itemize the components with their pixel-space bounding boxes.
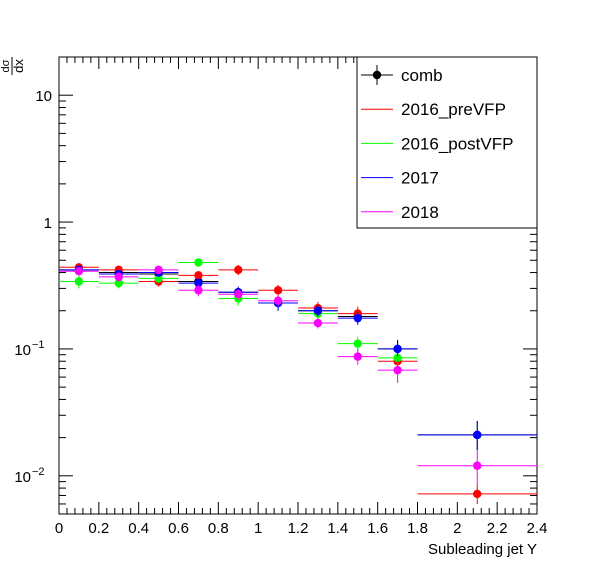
x-tick-label: 1 xyxy=(254,520,262,537)
y-axis-title-denominator: dx xyxy=(11,59,26,73)
y-tick-label: 10 xyxy=(35,88,52,105)
legend-label: comb xyxy=(401,66,443,85)
x-tick-label: 1.4 xyxy=(327,520,348,537)
series-2018 xyxy=(59,265,537,485)
data-point xyxy=(194,258,203,267)
data-point xyxy=(393,353,402,363)
data-point xyxy=(74,266,84,276)
y-tick-label: 1 xyxy=(44,215,52,232)
legend-entry: 2018 xyxy=(361,203,439,222)
x-tick-label: 1.8 xyxy=(407,520,428,537)
data-point xyxy=(313,318,323,328)
x-axis-title: Subleading jet Y xyxy=(428,541,537,558)
legend-label: 2018 xyxy=(401,203,439,222)
data-point xyxy=(273,286,283,295)
legend-entry: 2016_postVFP xyxy=(361,134,513,153)
series-layer xyxy=(59,258,537,504)
y-axis-title-numerator: dσ xyxy=(0,59,12,72)
data-point xyxy=(473,430,482,440)
data-point xyxy=(154,265,163,275)
data-point xyxy=(114,278,123,288)
data-point xyxy=(234,265,243,275)
data-point xyxy=(353,339,362,348)
legend-label: 2016_preVFP xyxy=(401,100,506,119)
x-tick-label: 0.4 xyxy=(128,520,149,537)
legend-marker xyxy=(372,70,382,80)
x-tick-label: 2.4 xyxy=(527,520,548,537)
data-point xyxy=(313,306,323,315)
data-point xyxy=(194,278,203,288)
x-tick-label: 0 xyxy=(55,520,63,537)
data-point xyxy=(194,271,203,280)
data-point xyxy=(393,344,402,354)
x-tick-label: 0.8 xyxy=(208,520,229,537)
y-axis-title: dσ dx xyxy=(0,57,26,75)
data-point xyxy=(473,461,482,470)
data-point xyxy=(473,489,482,499)
x-tick-label: 1.6 xyxy=(367,520,388,537)
y-tick-label-exponent: −1 xyxy=(32,339,45,351)
data-point xyxy=(273,296,283,305)
x-tick-label: 1.2 xyxy=(288,520,309,537)
legend-entry: 2017 xyxy=(361,169,439,188)
x-tick-label: 2.2 xyxy=(487,520,508,537)
x-tick-label: 2 xyxy=(453,520,461,537)
data-point xyxy=(154,274,163,283)
y-tick-label-exponent: −2 xyxy=(32,466,45,478)
y-tick-label: 10 xyxy=(14,469,31,486)
legend-entry: 2016_preVFP xyxy=(361,100,506,119)
legend-entry: comb xyxy=(361,65,443,85)
data-point xyxy=(393,365,402,375)
data-point xyxy=(74,277,84,286)
x-tick-label: 0.6 xyxy=(168,520,189,537)
data-point xyxy=(353,352,362,361)
data-point xyxy=(194,286,203,295)
data-point xyxy=(234,290,243,299)
legend: comb 2016_preVFP 2016_postVFP 2017 2018 xyxy=(356,56,538,229)
legend-label: 2016_postVFP xyxy=(401,134,513,153)
data-point xyxy=(353,313,362,323)
x-tick-label: 0.2 xyxy=(88,520,109,537)
legend-label: 2017 xyxy=(401,169,439,188)
data-point xyxy=(114,272,123,282)
legend-box xyxy=(356,56,538,229)
y-tick-label: 10 xyxy=(14,342,31,359)
